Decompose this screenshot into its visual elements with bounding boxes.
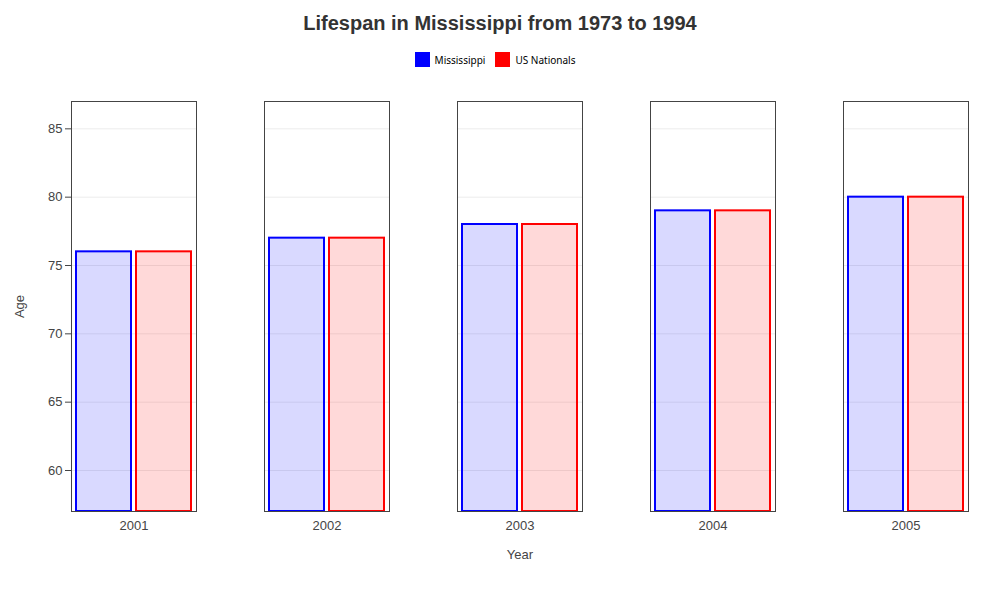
- svg-text:75: 75: [48, 258, 62, 273]
- svg-text:70: 70: [48, 326, 62, 341]
- svg-text:2002: 2002: [313, 518, 342, 533]
- svg-text:Year: Year: [507, 547, 534, 562]
- html-text:Lifespan in Mississippi from 1: Lifespan in Mississippi from 1973 to 199…: [303, 12, 697, 34]
- svg-text:2003: 2003: [506, 518, 535, 533]
- html-text:US Nationals: US Nationals: [515, 52, 576, 67]
- html-text:Mississippi: Mississippi: [434, 52, 486, 67]
- svg-text:Age: Age: [12, 295, 27, 318]
- svg-text:65: 65: [48, 394, 62, 409]
- svg-text:80: 80: [48, 189, 62, 204]
- svg-text:2001: 2001: [120, 518, 149, 533]
- svg-text:2004: 2004: [699, 518, 728, 533]
- svg-text:60: 60: [48, 463, 62, 478]
- svg-text:85: 85: [48, 121, 62, 136]
- svg-text:2005: 2005: [892, 518, 921, 533]
